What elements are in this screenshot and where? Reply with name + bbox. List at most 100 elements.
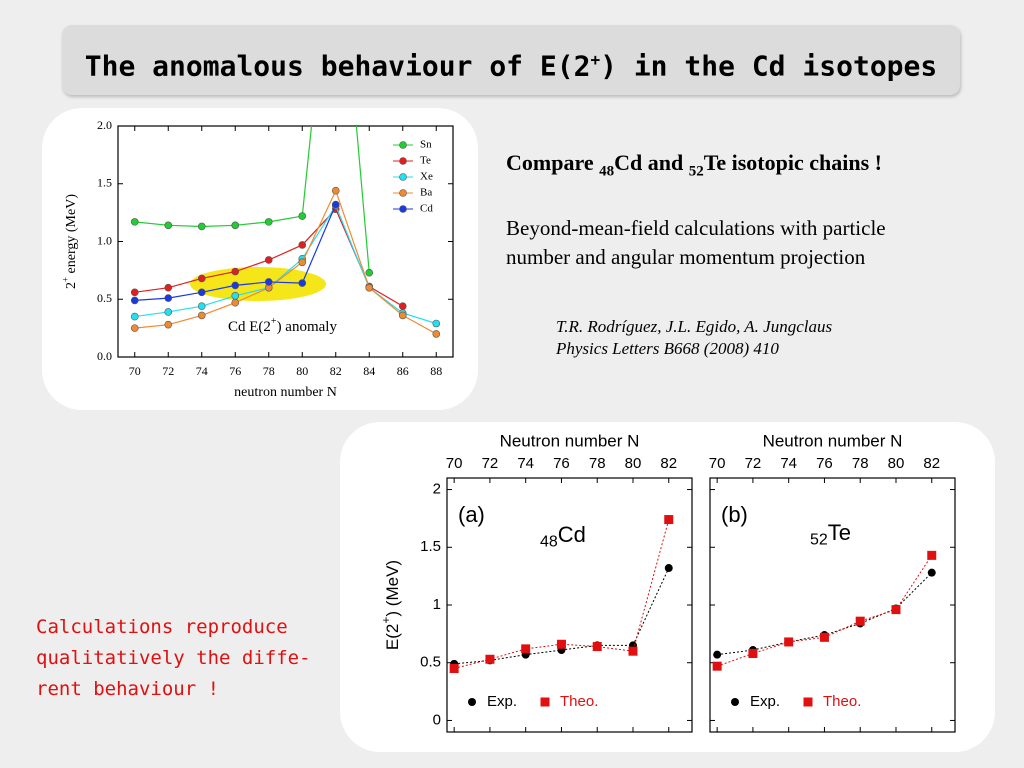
y-tick-label: 1.5 [97,176,112,190]
marker [130,296,139,305]
legend-label: Te [420,155,431,167]
marker [365,283,374,292]
x-tick-label: 76 [229,364,241,378]
marker [927,568,936,577]
legend-label: Theo. [560,693,598,710]
sub: 52 [688,163,704,180]
marker [164,283,173,292]
panel-label: (b) [721,502,748,527]
legend-label: Exp. [750,693,780,710]
marker [197,311,206,320]
marker [365,268,374,277]
marker [231,291,240,300]
y-tick-label: 0.5 [420,654,441,671]
marker [556,639,566,649]
marker [298,258,307,267]
x-tick-label: 84 [363,364,375,378]
x-tick-label: 80 [625,455,642,472]
x-tick-label: 70 [709,455,726,472]
annotation: Cd E(2+) anomaly [228,316,337,335]
x-tick-label: 72 [745,455,762,472]
y-tick-label: 1.5 [420,538,441,555]
marker [784,637,794,647]
y-tick-label: 1 [433,596,441,613]
marker [164,308,173,316]
x-tick-label: 80 [888,455,905,472]
y-axis-label-part: + [60,277,70,282]
x-tick-label: 82 [923,455,940,472]
x-tick-label: 70 [129,364,141,378]
marker [331,200,340,209]
marker [197,274,206,283]
line: rent behaviour ! [36,678,220,700]
legend-marker [399,173,407,181]
highlight [190,267,326,301]
y-axis-label-part: + [379,617,393,624]
line: Calculations reproduce [36,616,288,638]
marker [231,267,240,276]
line: Physics Letters B668 (2008) 410 [556,339,779,358]
marker [398,311,407,320]
legend-marker [399,141,407,149]
marker [197,302,206,310]
marker [231,221,240,230]
x-axis-label: Neutron number N [763,431,903,450]
marker [130,324,139,332]
element-label-part: 52 [810,532,828,549]
conclusion: Calculations reproduce qualitatively the … [36,612,311,705]
line: Beyond-mean-field calculations with part… [506,216,886,240]
marker [130,312,139,321]
element-label-part: 48 [540,534,558,551]
legend-label: Exp. [487,693,517,710]
series-line [134,189,437,335]
marker [521,644,531,654]
panel-label: (a) [458,502,485,527]
x-axis-label: neutron number N [234,385,337,400]
marker [664,515,674,525]
legend-marker [731,698,739,706]
text: Te isotopic chains ! [703,150,882,175]
marker [432,330,441,338]
marker [164,294,173,302]
marker [130,218,139,226]
x-tick-label: 82 [330,364,342,378]
y-tick-label: 1.0 [97,233,112,247]
marker [664,564,673,573]
compare-text: Compare 48Cd and 52Te isotopic chains ! [506,150,882,180]
marker [298,212,307,220]
annotation-part: Cd E(2 [228,319,271,335]
marker [891,605,901,615]
slide-title: The anomalous behaviour of E(2+) in the … [62,25,960,95]
x-tick-label: 76 [553,455,570,472]
marker [855,616,865,626]
y-axis-label-part: energy (MeV) [64,194,79,277]
legend-label: Ba [420,187,432,199]
x-tick-label: 76 [816,455,833,472]
sub: 48 [599,163,615,180]
marker [298,279,307,287]
x-tick-label: 78 [852,455,869,472]
legend-marker [468,698,476,706]
marker [197,288,206,297]
y-tick-label: 2 [433,481,441,498]
marker [449,664,459,673]
x-tick-label: 72 [162,364,174,378]
legend-marker [399,205,407,213]
y-axis-label: E(2+) (MeV) [379,560,402,650]
legend-marker [803,697,813,707]
x-tick-label: 86 [397,364,409,378]
x-tick-label: 74 [196,364,208,378]
marker [231,298,240,307]
marker [485,654,495,664]
x-tick-label: 78 [263,364,275,378]
marker [130,288,139,297]
marker [264,278,273,286]
x-tick-label: 88 [430,364,442,378]
y-axis-label-part: ) (MeV) [383,560,402,617]
y-axis-label-part: 2 [64,282,79,289]
text: Cd and [614,150,689,175]
x-tick-label: 74 [517,455,534,472]
marker [231,281,240,290]
legend-label: Theo. [823,693,861,710]
